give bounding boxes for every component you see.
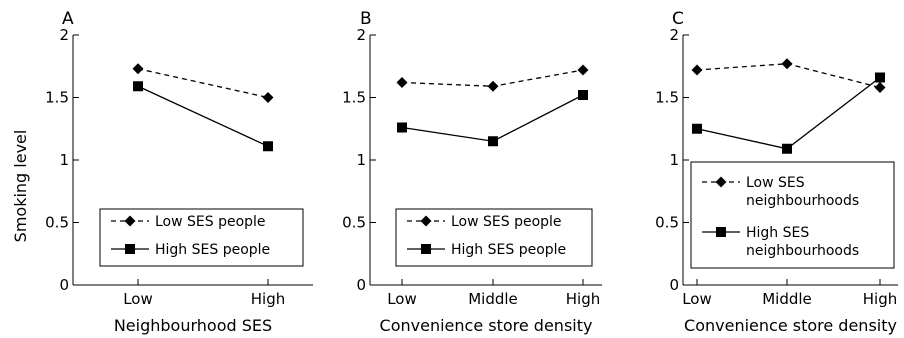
series-line (137, 85, 269, 147)
data-point (396, 77, 408, 88)
data-point (874, 82, 886, 93)
x-axis-title: Neighbourhood SES (114, 316, 272, 335)
y-tick-label: 0 (356, 276, 366, 294)
panel-a: A 0 0.5 1 1.5 2 Low High Neighbourhood SES Low SE… (45, 9, 313, 335)
y-tick-label: 1 (356, 151, 366, 169)
y-tick-label: 1 (669, 151, 679, 169)
data-point (692, 123, 702, 134)
y-tick-label: 1.5 (45, 89, 69, 107)
x-tick-label: High (863, 290, 897, 308)
legend-label: High SES people (451, 242, 566, 258)
y-tick-label: 2 (356, 26, 366, 44)
legend-label: Low SES people (155, 214, 266, 230)
x-tick-label: High (251, 290, 285, 308)
legend-marker (716, 227, 726, 237)
legend-marker (421, 244, 431, 254)
legend-marker (125, 244, 135, 254)
y-tick-label: 0.5 (655, 214, 679, 232)
data-point (133, 81, 143, 92)
legend-label: High SES people (155, 242, 270, 258)
panel-c: C 0 0.5 1 1.5 2 Low Middle High Convenience store… (655, 9, 898, 335)
legend-label: Low SES people (451, 214, 562, 230)
x-axis-title: Convenience store density (684, 316, 897, 335)
legend-box (690, 161, 895, 269)
y-tick-label: 1 (59, 151, 69, 169)
series-line (401, 94, 584, 142)
x-tick-label: Middle (468, 290, 518, 308)
data-point (263, 141, 273, 152)
panel-label: C (672, 9, 684, 29)
data-point (782, 143, 792, 154)
legend-label: neighbourhoods (746, 193, 859, 209)
data-point (488, 136, 498, 147)
y-tick-label: 1.5 (342, 89, 366, 107)
x-tick-label: Low (387, 290, 417, 308)
y-tick-label: 1.5 (655, 89, 679, 107)
x-axis-title: Convenience store density (380, 316, 593, 335)
legend-marker (124, 215, 136, 227)
y-tick-label: 0 (59, 276, 69, 294)
data-point (781, 58, 793, 70)
legend-label: High SES (746, 225, 809, 241)
panel-b: B 0 0.5 1 1.5 2 Low Middle High Convenience store… (342, 9, 602, 335)
y-axis-title: Smoking level (11, 130, 30, 243)
y-tick-label: 0.5 (45, 214, 69, 232)
data-point (578, 90, 588, 100)
panel-label: B (360, 9, 372, 29)
data-point (875, 72, 885, 83)
series-line (696, 76, 881, 150)
panel-label: A (62, 9, 74, 29)
legend-label: neighbourhoods (746, 243, 859, 259)
data-point (397, 122, 407, 133)
legend-marker (420, 215, 432, 227)
y-tick-label: 0 (669, 276, 679, 294)
x-tick-label: Low (682, 290, 712, 308)
data-point (577, 64, 589, 76)
legend-box (99, 208, 304, 267)
x-tick-label: Low (123, 290, 153, 308)
y-tick-label: 2 (669, 26, 679, 44)
data-point (262, 92, 274, 103)
data-point (132, 63, 144, 75)
legend-label: Low SES (746, 175, 805, 191)
data-point (487, 80, 499, 92)
y-tick-label: 2 (59, 26, 69, 44)
y-tick-label: 0.5 (342, 214, 366, 232)
x-tick-label: High (566, 290, 600, 308)
series-line (137, 68, 269, 99)
data-point (691, 64, 703, 76)
x-tick-label: Middle (762, 290, 812, 308)
legend-marker (715, 176, 727, 188)
